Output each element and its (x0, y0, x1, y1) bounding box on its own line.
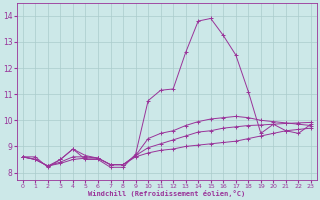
X-axis label: Windchill (Refroidissement éolien,°C): Windchill (Refroidissement éolien,°C) (88, 190, 245, 197)
